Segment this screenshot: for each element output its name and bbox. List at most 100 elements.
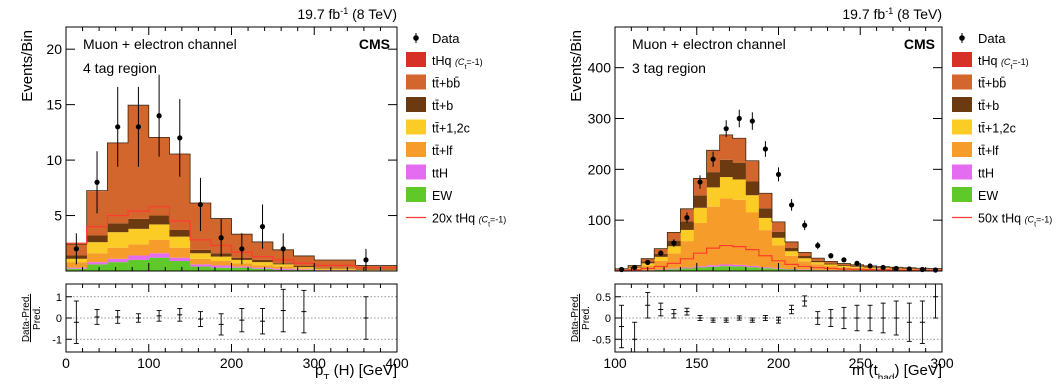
bar-EW [107, 262, 128, 271]
y-tick-label: 10 [46, 152, 62, 168]
data-point [363, 257, 368, 262]
data-point [94, 180, 99, 185]
bar-ttc [87, 242, 108, 253]
data-point [789, 202, 794, 207]
legend-swatch-tHq [952, 52, 972, 67]
bar-ttH [707, 265, 720, 267]
bar-ttb [772, 232, 785, 238]
data-point [645, 260, 650, 265]
x-tick-label: 100 [603, 355, 627, 371]
legend-data-marker [413, 35, 419, 41]
legend-swatch-ttH [952, 165, 972, 180]
bar-ttb [252, 260, 273, 262]
bar-ttb [169, 230, 190, 237]
bar-ttbb [772, 222, 785, 232]
x-axis-label: m (thad) [GeV] [852, 362, 942, 379]
data-point [74, 246, 79, 251]
bar-ttb [720, 160, 733, 177]
stack-group [615, 135, 942, 271]
bar-ttc [314, 268, 356, 269]
bar-ttb [811, 261, 824, 263]
lumi-label: 19.7 fb-1 (8 TeV) [297, 6, 397, 22]
bar-ttc [759, 218, 772, 230]
bar-ttc [693, 208, 706, 223]
bar-ttb [746, 181, 759, 195]
bar-ttc [811, 262, 824, 264]
legend-label-ttb: tt̄+b [978, 99, 999, 113]
y-tick-label: 300 [588, 111, 612, 127]
data-point [854, 261, 859, 266]
legend-label-signal: 20x tHq (Ct=-1) [432, 212, 506, 229]
data-point [156, 113, 161, 118]
data-point [815, 243, 820, 248]
legend-swatch-ttlf [952, 142, 972, 157]
bar-EW [720, 266, 733, 271]
y-axis-label: Events/Bin [19, 30, 36, 102]
bar-ttc [798, 258, 811, 261]
bar-ttbb [759, 194, 772, 209]
bar-ttH [680, 268, 693, 269]
bar-ttlf [190, 259, 211, 265]
data-point [115, 124, 120, 129]
bar-ttlf [798, 261, 811, 269]
data-point [136, 124, 141, 129]
data-point [239, 246, 244, 251]
data-point [737, 116, 742, 121]
bar-ttc [169, 237, 190, 248]
bar-ttH [273, 269, 294, 270]
bar-ttbb [798, 252, 811, 256]
bar-ttc [772, 238, 785, 246]
bar-ttH [693, 266, 706, 267]
y-tick-label: 15 [46, 97, 62, 113]
bar-ttlf [720, 198, 733, 264]
bar-EW [693, 267, 706, 271]
bar-ttc [746, 195, 759, 212]
bar-EW [87, 264, 108, 271]
legend-swatch-EW [406, 187, 426, 202]
x-tick-label: 200 [767, 355, 791, 371]
bar-EW [149, 258, 170, 271]
bar-ttH [169, 258, 190, 261]
bar-ttH [294, 269, 315, 270]
data-point [684, 215, 689, 220]
ratio-y-tick-label: 0 [605, 313, 611, 325]
bar-ttc [720, 177, 733, 198]
data-point [750, 118, 755, 123]
bar-ttbb [811, 258, 824, 261]
bar-ttlf [733, 200, 746, 265]
bar-ttH [149, 253, 170, 257]
region-label: 3 tag region [632, 60, 706, 76]
bar-ttb [837, 265, 850, 266]
bar-ttb [107, 223, 128, 232]
bar-ttlf [211, 261, 232, 265]
y-tick-label: 20 [46, 41, 62, 57]
bar-ttbb [294, 256, 315, 266]
data-point [658, 251, 663, 256]
experiment-label: CMS [359, 36, 390, 52]
bar-ttc [356, 270, 398, 271]
bar-ttH [720, 264, 733, 266]
legend-swatch-ttc [952, 120, 972, 135]
x-tick-label: 200 [220, 355, 244, 371]
bar-ttb [149, 216, 170, 225]
bar-ttbb [733, 139, 746, 163]
data-point [776, 172, 781, 177]
bar-ttH [107, 259, 128, 262]
legend-label-ttc: tt̄+1,2c [978, 122, 1016, 136]
bar-ttc [654, 257, 667, 261]
legend-label-data: Data [432, 31, 460, 46]
bar-ttH [66, 268, 87, 269]
data-point [763, 146, 768, 151]
data-point [802, 223, 807, 228]
bar-ttlf [128, 244, 149, 255]
ratio-y-label-num: Data-Pred. [21, 294, 32, 342]
legend-swatch-ttbb [406, 75, 426, 90]
legend-label-ttc: tt̄+1,2c [432, 122, 470, 136]
legend-label-data: Data [978, 31, 1006, 46]
bar-ttlf [811, 264, 824, 270]
x-tick-label: 150 [685, 355, 709, 371]
ratio-y-tick-label: 0.5 [596, 292, 611, 304]
